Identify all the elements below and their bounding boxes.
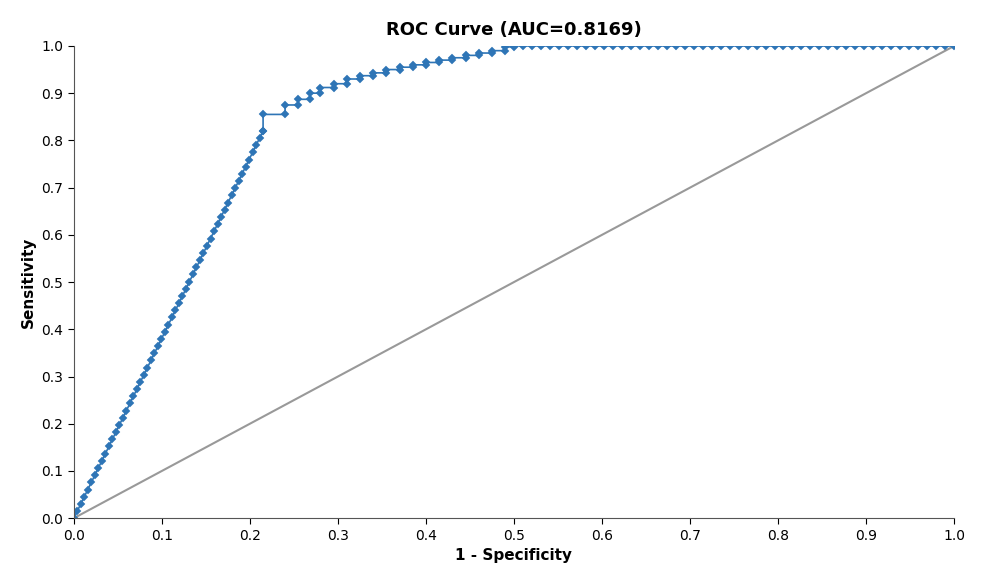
Y-axis label: Sensitivity: Sensitivity (21, 237, 35, 328)
Title: ROC Curve (AUC=0.8169): ROC Curve (AUC=0.8169) (387, 21, 642, 39)
X-axis label: 1 - Specificity: 1 - Specificity (456, 548, 573, 563)
